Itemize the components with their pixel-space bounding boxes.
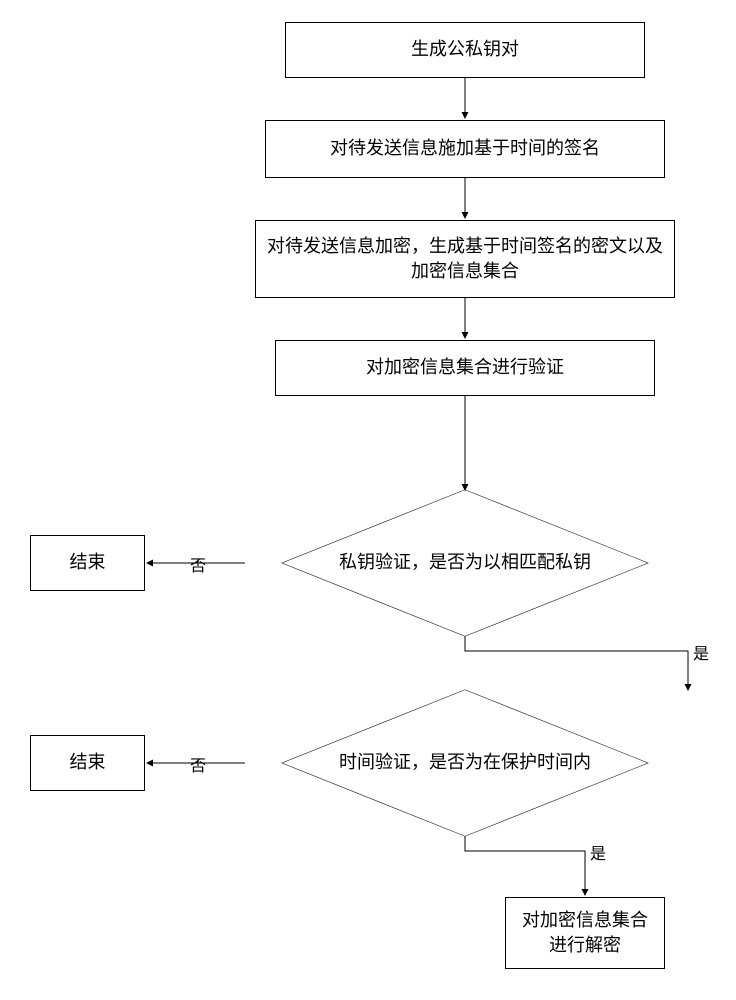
node-text: 私钥验证，是否为以相匹配私钥	[339, 550, 591, 575]
node-encrypt-generate-ciphertext: 对待发送信息加密，生成基于时间签名的密文以及加密信息集合	[255, 220, 675, 298]
edge-label-no-1: 否	[190, 552, 206, 576]
node-text: 对加密信息集合进行解密	[514, 908, 656, 958]
edge-label-yes-1: 是	[693, 640, 709, 664]
edge-label-yes-2: 是	[590, 840, 606, 864]
node-decrypt-set: 对加密信息集合进行解密	[505, 897, 665, 969]
node-text: 结束	[70, 550, 106, 575]
node-text: 对加密信息集合进行验证	[366, 355, 564, 380]
node-text: 结束	[70, 750, 106, 775]
edge-label-no-2: 否	[190, 752, 206, 776]
flowchart-canvas: 生成公私钥对 对待发送信息施加基于时间的签名 对待发送信息加密，生成基于时间签名…	[0, 0, 736, 1000]
node-apply-time-signature: 对待发送信息施加基于时间的签名	[265, 120, 665, 178]
node-text: 生成公私钥对	[411, 37, 519, 62]
node-text: 对待发送信息施加基于时间的签名	[330, 136, 600, 161]
node-text: 对待发送信息加密，生成基于时间签名的密文以及加密信息集合	[264, 234, 666, 284]
node-end-1: 结束	[30, 535, 145, 591]
node-end-2: 结束	[30, 735, 145, 791]
node-generate-keypair: 生成公私钥对	[285, 22, 645, 78]
node-text: 时间验证，是否为在保护时间内	[339, 750, 591, 775]
decision-private-key-match: 私钥验证，是否为以相匹配私钥	[245, 490, 685, 636]
decision-time-within-protection: 时间验证，是否为在保护时间内	[245, 690, 685, 836]
node-verify-encrypted-set: 对加密信息集合进行验证	[275, 340, 655, 396]
